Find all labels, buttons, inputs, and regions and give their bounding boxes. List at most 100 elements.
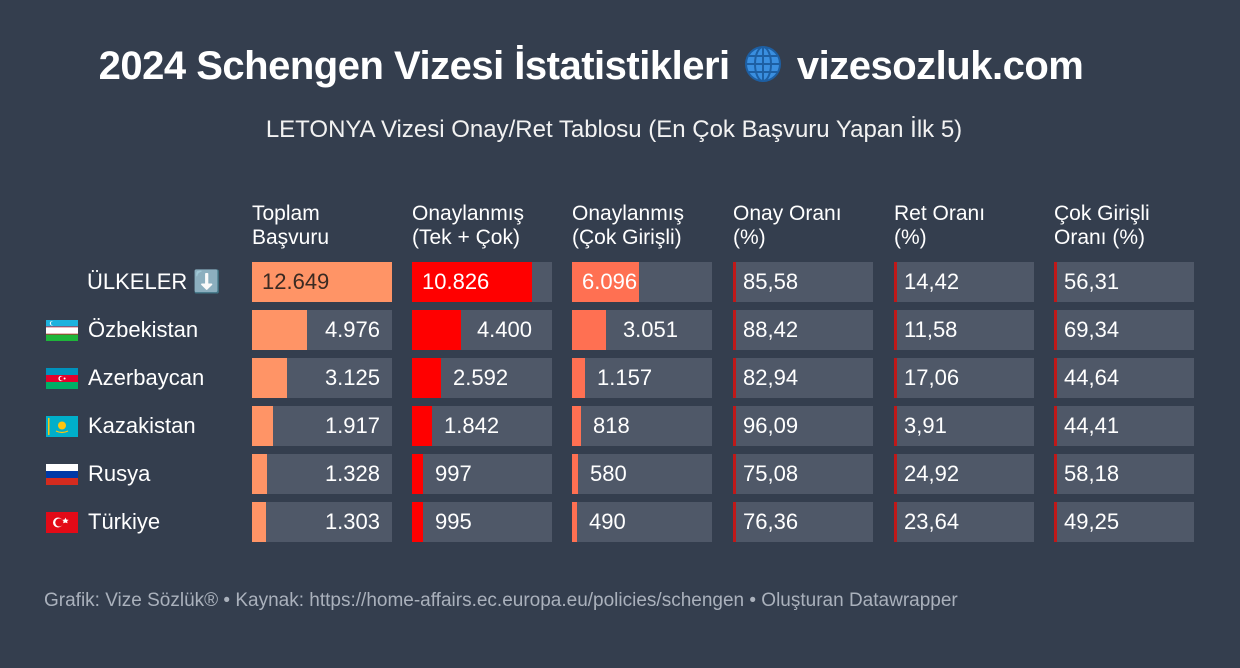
column-header-line: (%) (733, 226, 766, 249)
bar (572, 454, 578, 494)
column-header-line: Onaylanmış (572, 202, 685, 225)
bar (572, 310, 606, 350)
bar (252, 406, 273, 446)
data-label: 82,94 (743, 365, 799, 390)
cell-onaylanmis-cok-girisli: 3.051 (572, 310, 712, 350)
cell-onay-orani: 96,09 (733, 406, 873, 446)
cell-onaylanmis-tek-cok: 995 (412, 502, 552, 542)
cell-onay-orani: 75,08 (733, 454, 873, 494)
bar (412, 310, 461, 350)
data-label: 58,18 (1064, 461, 1120, 486)
bar (894, 262, 897, 302)
bar (572, 406, 581, 446)
column-header-onay-orani: Onay Oranı (%) (733, 202, 842, 250)
column-header-onaylanmis-cok-girisli: Onaylanmış (Çok Girişli) (572, 202, 684, 250)
bar (894, 358, 897, 398)
cell-onaylanmis-tek-cok: 4.400 (412, 310, 552, 350)
data-label: 17,06 (904, 365, 960, 390)
column-header-line: Çok Girişli (1054, 202, 1150, 225)
cell-toplam-basvuru: 3.125 (252, 358, 392, 398)
data-label: 76,36 (743, 509, 799, 534)
row-label-özbekistan: Özbekistan (46, 310, 198, 350)
data-label: 1.842 (444, 413, 500, 438)
bar (252, 454, 267, 494)
bar (252, 502, 266, 542)
bar (894, 310, 897, 350)
data-label: 1.157 (597, 365, 653, 390)
column-header-line: Toplam (252, 202, 320, 225)
data-label: 10.826 (422, 269, 490, 294)
bar (572, 358, 585, 398)
chart-title: 2024 Schengen Vizesi İstatistikleri vize… (0, 44, 1182, 89)
data-label: 69,34 (1064, 317, 1120, 342)
cell-toplam-basvuru: 12.649 (252, 262, 392, 302)
flag-kz-icon (46, 416, 78, 437)
data-label: 995 (435, 509, 472, 534)
cell-cok-girisli-orani: 44,41 (1054, 406, 1194, 446)
cell-onay-orani: 82,94 (733, 358, 873, 398)
chart-footer: Grafik: Vize Sözlük® • Kaynak: https://h… (44, 590, 958, 611)
cell-cok-girisli-orani: 69,34 (1054, 310, 1194, 350)
bar (412, 454, 423, 494)
bar (412, 502, 423, 542)
cell-onaylanmis-tek-cok: 10.826 (412, 262, 552, 302)
cell-ret-orani: 17,06 (894, 358, 1034, 398)
cell-cok-girisli-orani: 58,18 (1054, 454, 1194, 494)
bar (733, 358, 736, 398)
data-label: 490 (589, 509, 626, 534)
data-label: 4.976 (324, 317, 380, 342)
data-label: 6.096 (582, 269, 638, 294)
cell-onaylanmis-cok-girisli: 490 (572, 502, 712, 542)
data-label: 24,92 (904, 461, 960, 486)
data-label: 1.303 (324, 509, 380, 534)
chart-title-text: 2024 Schengen Vizesi İstatistikleri (98, 44, 730, 88)
data-label: 56,31 (1064, 269, 1120, 294)
data-label: 12.649 (262, 269, 330, 294)
cell-onaylanmis-cok-girisli: 580 (572, 454, 712, 494)
flag-tr-icon (46, 512, 78, 533)
bar (733, 406, 736, 446)
column-header-line: Ret Oranı (894, 202, 986, 225)
bar (733, 502, 736, 542)
cell-cok-girisli-orani: 49,25 (1054, 502, 1194, 542)
data-label: 44,41 (1064, 413, 1120, 438)
row-label-rusya: Rusya (46, 454, 150, 494)
data-label: 580 (590, 461, 627, 486)
bar (252, 310, 307, 350)
row-label-azerbaycan: Azerbaycan (46, 358, 204, 398)
cell-onaylanmis-cok-girisli: 1.157 (572, 358, 712, 398)
flag-uz-icon (46, 320, 78, 341)
cell-onay-orani: 76,36 (733, 502, 873, 542)
data-label: 3.125 (324, 365, 380, 390)
column-header-ret-orani: Ret Oranı (%) (894, 202, 985, 250)
bar (894, 406, 897, 446)
row-label-türkiye: Türkiye (46, 502, 160, 542)
cell-onaylanmis-cok-girisli: 6.096 (572, 262, 712, 302)
column-header-cok-girisli-orani: Çok Girişli Oranı (%) (1054, 202, 1150, 250)
data-label: 44,64 (1064, 365, 1120, 390)
cell-cok-girisli-orani: 56,31 (1054, 262, 1194, 302)
column-header-line: (Tek + Çok) (412, 226, 520, 249)
flag-ru-icon (46, 464, 78, 485)
data-label: 3.051 (622, 317, 678, 342)
data-label: 96,09 (743, 413, 799, 438)
bar (252, 358, 287, 398)
bar (1054, 310, 1057, 350)
data-label: 997 (435, 461, 472, 486)
column-header-line: (Çok Girişli) (572, 226, 682, 249)
bar (733, 310, 736, 350)
data-label: 14,42 (904, 269, 960, 294)
bar (1054, 358, 1057, 398)
data-label: 49,25 (1064, 509, 1120, 534)
cell-onaylanmis-tek-cok: 997 (412, 454, 552, 494)
chart-subtitle: LETONYA Vizesi Onay/Ret Tablosu (En Çok … (265, 116, 963, 143)
bar (733, 262, 736, 302)
bar (894, 502, 897, 542)
cell-ret-orani: 14,42 (894, 262, 1034, 302)
cell-toplam-basvuru: 4.976 (252, 310, 392, 350)
bar (412, 358, 441, 398)
column-header-onaylanmis-tek-cok: Onaylanmış (Tek + Çok) (412, 202, 524, 250)
data-label: 11,58 (904, 317, 958, 342)
cell-onay-orani: 88,42 (733, 310, 873, 350)
cell-toplam-basvuru: 1.917 (252, 406, 392, 446)
